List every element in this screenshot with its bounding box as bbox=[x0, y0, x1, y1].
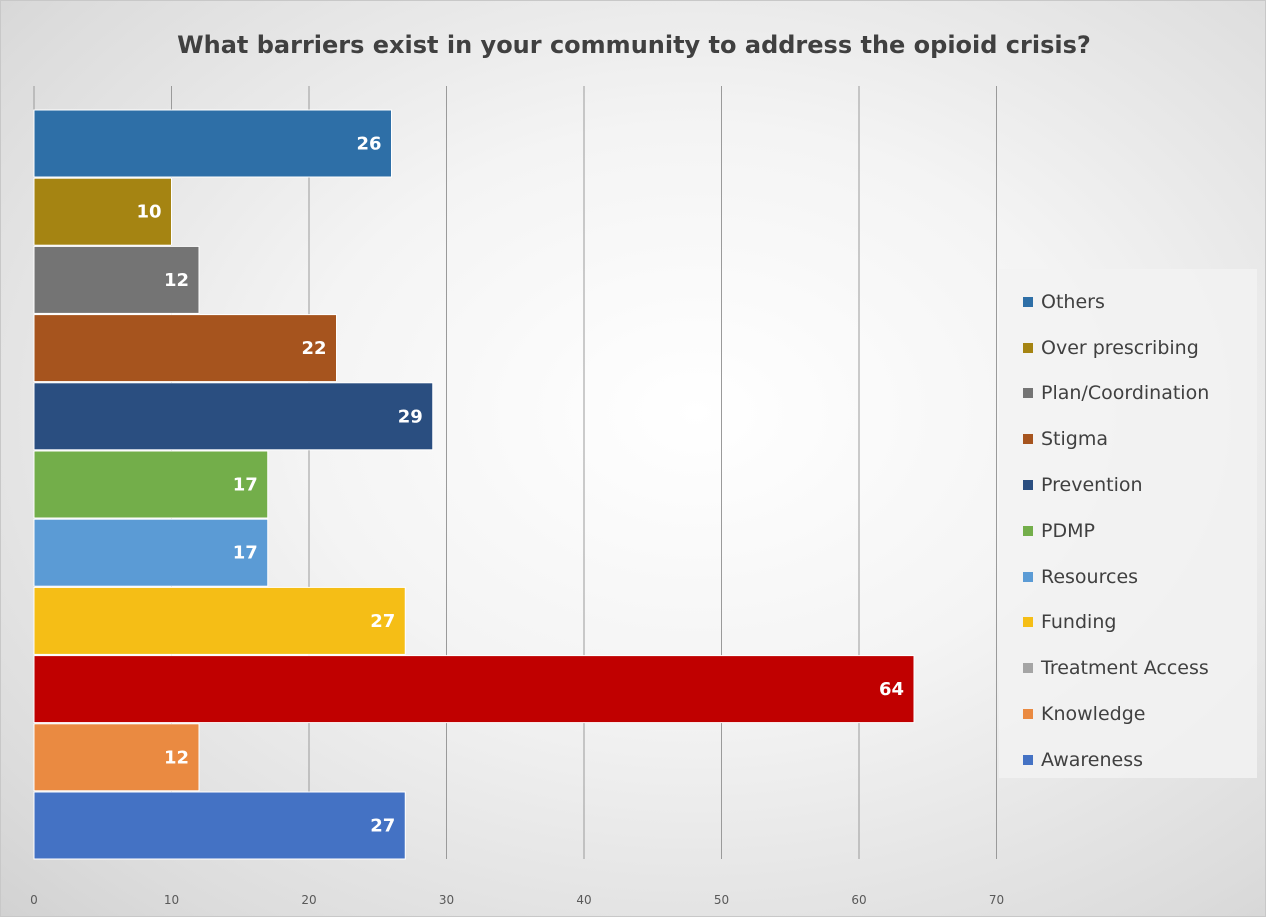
data-label: 26 bbox=[356, 134, 381, 155]
bar bbox=[33, 450, 269, 519]
x-tick-label: 20 bbox=[301, 893, 316, 907]
bar bbox=[33, 655, 915, 724]
legend-item: Prevention bbox=[1023, 462, 1257, 508]
data-label: 10 bbox=[136, 202, 161, 223]
data-label: 12 bbox=[164, 270, 189, 291]
x-tick-label: 0 bbox=[30, 893, 38, 907]
chart-title: What barriers exist in your community to… bbox=[177, 31, 1091, 59]
legend-label: Treatment Access bbox=[1041, 657, 1209, 680]
legend-swatch bbox=[1023, 617, 1033, 628]
x-tick-label: 10 bbox=[164, 893, 179, 907]
bar bbox=[33, 723, 200, 792]
legend-swatch bbox=[1023, 480, 1033, 491]
data-label: 17 bbox=[233, 543, 258, 564]
legend-swatch bbox=[1023, 434, 1033, 445]
legend-label: Awareness bbox=[1041, 748, 1144, 771]
data-label: 17 bbox=[233, 475, 258, 496]
legend-swatch bbox=[1023, 296, 1033, 307]
bar bbox=[33, 314, 337, 383]
x-tick-label: 60 bbox=[851, 893, 866, 907]
bar bbox=[33, 518, 269, 587]
bar bbox=[33, 109, 392, 178]
legend-item: Awareness bbox=[1023, 737, 1257, 783]
bar bbox=[33, 245, 200, 314]
legend-label: Plan/Coordination bbox=[1041, 382, 1210, 405]
bar bbox=[33, 382, 434, 451]
legend-label: Stigma bbox=[1041, 428, 1109, 451]
legend-swatch bbox=[1023, 663, 1033, 674]
x-tick-label: 40 bbox=[576, 893, 591, 907]
legend: Others Over prescribing Plan/Coordination S… bbox=[999, 269, 1257, 778]
legend-label: Funding bbox=[1041, 611, 1117, 634]
x-tick-label: 30 bbox=[439, 893, 454, 907]
legend-label: PDMP bbox=[1041, 519, 1095, 542]
legend-swatch bbox=[1023, 571, 1033, 582]
data-label: 27 bbox=[370, 611, 395, 632]
legend-swatch bbox=[1023, 388, 1033, 399]
legend-item: Knowledge bbox=[1023, 691, 1257, 737]
data-label: 64 bbox=[879, 679, 904, 700]
legend-label: Others bbox=[1041, 290, 1105, 313]
legend-item: Stigma bbox=[1023, 416, 1257, 462]
legend-swatch bbox=[1023, 342, 1033, 353]
legend-swatch bbox=[1023, 525, 1033, 536]
legend-item: Plan/Coordination bbox=[1023, 371, 1257, 417]
legend-item: Treatment Access bbox=[1023, 645, 1257, 691]
bar bbox=[33, 791, 406, 860]
bar bbox=[33, 586, 406, 655]
x-tick-label: 50 bbox=[714, 893, 729, 907]
legend-swatch bbox=[1023, 754, 1033, 765]
legend-label: Prevention bbox=[1041, 474, 1143, 497]
legend-item: PDMP bbox=[1023, 508, 1257, 554]
bar bbox=[33, 177, 172, 246]
legend-label: Resources bbox=[1041, 565, 1139, 588]
data-label: 27 bbox=[370, 816, 395, 837]
data-label: 29 bbox=[398, 406, 423, 427]
legend-item: Others bbox=[1023, 279, 1257, 325]
legend-item: Resources bbox=[1023, 554, 1257, 600]
legend-swatch bbox=[1023, 709, 1033, 720]
data-label: 12 bbox=[164, 747, 189, 768]
data-label: 22 bbox=[301, 338, 326, 359]
legend-label: Knowledge bbox=[1041, 703, 1146, 726]
legend-item: Over prescribing bbox=[1023, 325, 1257, 371]
legend-item: Funding bbox=[1023, 600, 1257, 646]
legend-label: Over prescribing bbox=[1041, 336, 1199, 359]
x-tick-label: 70 bbox=[989, 893, 1004, 907]
